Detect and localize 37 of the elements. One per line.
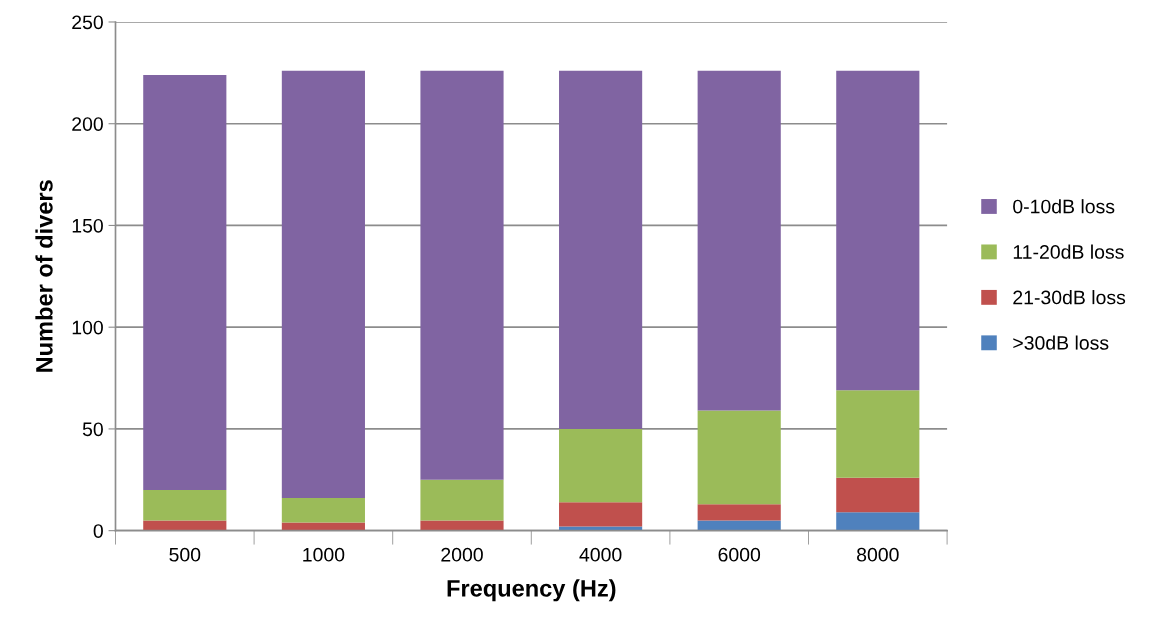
bar bbox=[836, 477, 920, 513]
bar bbox=[420, 520, 504, 531]
bar bbox=[559, 428, 643, 503]
y-tick-label: 0 bbox=[93, 524, 103, 538]
y-tick-label: 150 bbox=[72, 218, 103, 233]
x-tick-label: 2000 bbox=[441, 547, 483, 562]
bar bbox=[559, 70, 643, 429]
legend-label: 11-20dB loss bbox=[1013, 244, 1124, 259]
bar bbox=[836, 512, 920, 531]
bar bbox=[697, 410, 781, 505]
bar bbox=[420, 70, 504, 480]
bar bbox=[281, 70, 365, 499]
bar bbox=[697, 504, 781, 521]
bar bbox=[143, 74, 227, 490]
x-tick-label: 4000 bbox=[579, 547, 622, 562]
x-tick-label: 1000 bbox=[303, 547, 345, 562]
bar bbox=[697, 70, 781, 411]
bar bbox=[836, 70, 920, 391]
legend-label: 21-30dB loss bbox=[1013, 290, 1126, 305]
bar bbox=[281, 498, 365, 523]
bar bbox=[143, 520, 227, 531]
bar bbox=[420, 479, 504, 521]
bar bbox=[559, 502, 643, 527]
y-tick-label: 100 bbox=[72, 320, 103, 335]
x-tick-label: 8000 bbox=[857, 547, 899, 562]
y-tick-label: 50 bbox=[82, 422, 103, 437]
legend-label: >30dB loss bbox=[1013, 335, 1109, 350]
x-tick-label: 500 bbox=[169, 547, 201, 562]
x-axis-title: Frequency (Hz) bbox=[447, 579, 616, 602]
legend-label: 0-10dB loss bbox=[1013, 199, 1115, 214]
y-axis-title: Number of divers bbox=[35, 180, 53, 372]
bar bbox=[836, 390, 920, 478]
y-tick-label: 250 bbox=[72, 15, 103, 30]
bar bbox=[143, 489, 227, 521]
bar bbox=[697, 520, 781, 531]
x-tick-label: 6000 bbox=[718, 547, 761, 562]
y-tick-label: 200 bbox=[72, 117, 103, 131]
